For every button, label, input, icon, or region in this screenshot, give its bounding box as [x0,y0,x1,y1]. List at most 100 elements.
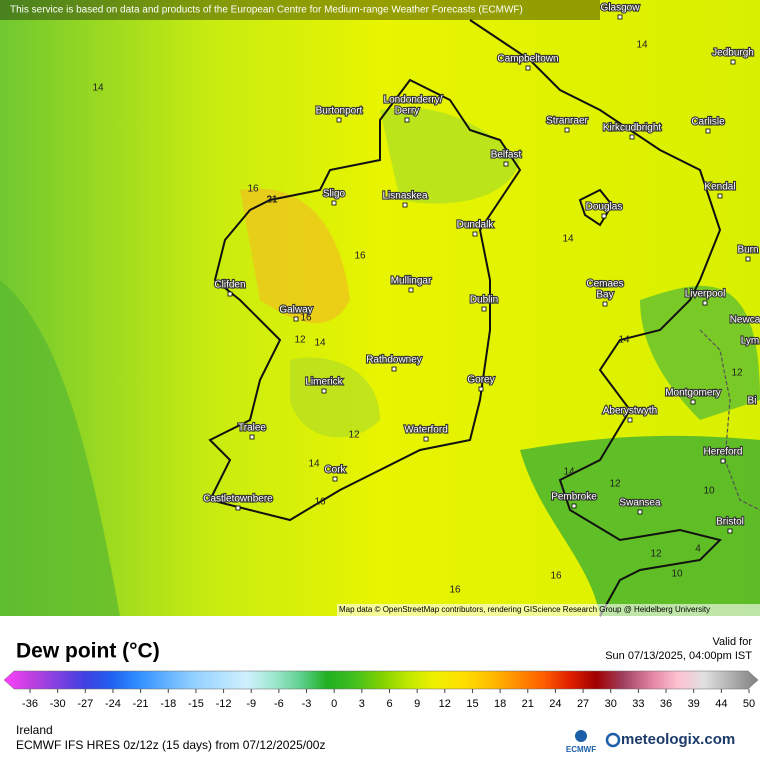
place-label: Bristol [716,517,744,528]
place-label: Limerick [305,377,343,388]
contour-label: 16 [550,571,562,582]
place-marker [525,65,531,71]
map [0,0,760,617]
place-label: Douglas [586,202,623,213]
attribution-bg [337,604,760,616]
colorbar-tick-label: -30 [50,698,66,710]
colorbar-tick-label: -3 [302,698,312,710]
colorbar-tick-label: 6 [386,698,392,710]
place-marker [705,128,711,134]
place-label: Glasgow [601,3,641,14]
colorbar-tick-label: 12 [439,698,451,710]
contour-label: 16 [300,313,312,324]
colorbar-tick-label: -21 [133,698,149,710]
place-label: Galway [279,305,312,316]
place-label: Kirkcudbright [603,123,662,134]
place-label: Lym [741,336,760,347]
place-label: Derry [395,106,419,117]
contour-label: 14 [562,234,574,245]
colorbar-tick-label: 9 [414,698,420,710]
region: Ireland [16,723,53,737]
contour-label: 14 [563,467,575,478]
place-label: Gorey [467,375,494,386]
colorbar-tick-label: 27 [577,698,589,710]
colorbar-tick-label: -36 [22,698,38,710]
contour-label: 12 [294,335,306,346]
place-marker [727,528,733,534]
place-marker [702,300,708,306]
colorbar-tick-label: 24 [549,698,561,710]
place-label: Swansea [619,498,661,509]
colorbar-tick-label: 18 [494,698,506,710]
place-marker [720,458,726,464]
ecmwf-logo [575,730,587,742]
colorbar-tick-label: -27 [77,698,93,710]
colorbar-tick-label: 15 [466,698,478,710]
colorbar-tick-label: -18 [160,698,176,710]
place-label: Sligo [323,189,346,200]
contour-label: 12 [731,368,743,379]
contour-label: 12 [650,549,662,560]
place-label: Castletownbere [203,494,273,505]
place-label: Cork [324,465,346,476]
place-marker [637,509,643,515]
place-label: Mullingar [391,276,432,287]
legend-title: Dew point (°C) [16,640,160,663]
place-label: Tralee [238,423,266,434]
colorbar-tick-label: -9 [246,698,256,710]
place-marker [404,117,410,123]
place-label: Waterford [404,425,448,436]
place-label: Pembroke [551,492,597,503]
place-label: Aberystwyth [603,406,657,417]
brand: meteologix.com [621,731,735,748]
place-marker [730,59,736,65]
notice: This service is based on data and produc… [10,5,523,16]
place-marker [321,388,327,394]
place-label: Liverpool [685,289,726,300]
place-marker [564,127,570,133]
place-marker [391,366,397,372]
place-label: Jedburgh [712,48,754,59]
contour-label: 4 [695,544,701,555]
place-label: Hereford [704,447,743,458]
colorbar-tick-label: 0 [331,698,337,710]
place-marker [601,213,607,219]
valid-label: Valid for [712,636,752,648]
place-marker [629,134,635,140]
place-marker [332,476,338,482]
colorbar-tick-label: -12 [216,698,232,710]
notice-bg [0,0,600,20]
valid-time: Sun 07/13/2025, 04:00pm IST [605,650,752,662]
place-marker [481,306,487,312]
place-marker [690,399,696,405]
place-marker [235,505,241,511]
place-marker [503,161,509,167]
colorbar-tick-label: 21 [522,698,534,710]
place-marker [227,291,233,297]
place-label: Cemaes [586,279,623,290]
place-label: Montgomery [665,388,721,399]
place-marker [249,434,255,440]
place-label: Dundalk [457,220,495,231]
contour-label: 16 [354,251,366,262]
contour-label: 14 [314,338,326,349]
contour-label: 14 [92,83,104,94]
place-label: Belfast [491,150,522,161]
colorbar-tick-label: -24 [105,698,121,710]
contour-label: 12 [609,479,621,490]
colorbar-tick-label: 30 [605,698,617,710]
colorbar-tick-label: 39 [688,698,700,710]
contour-label: 10 [703,486,715,497]
place-label: Bay [596,290,613,301]
place-label: Burtonport [316,106,363,117]
place-label: Campbeltown [497,54,558,65]
contour-label: 16 [449,585,461,596]
ecmwf: ECMWF [566,745,596,754]
place-marker [571,503,577,509]
contour-label: 14 [308,459,320,470]
place-label: Londonderry/ [384,95,443,106]
place-marker [423,436,429,442]
place-marker [717,193,723,199]
